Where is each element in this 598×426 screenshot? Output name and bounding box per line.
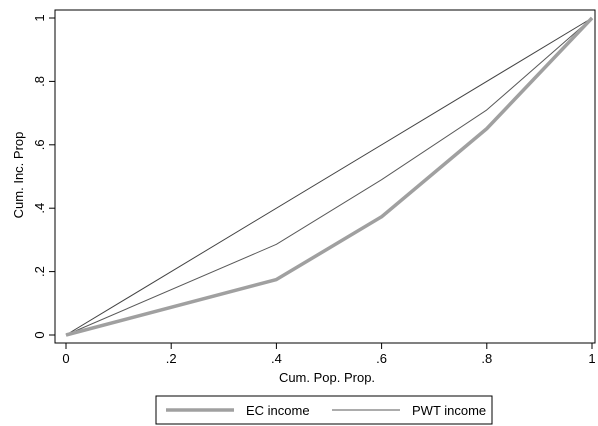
x-tick-label: .4 (271, 351, 282, 366)
x-tick-label: .6 (376, 351, 387, 366)
x-tick-label: .8 (481, 351, 492, 366)
x-axis-ticks: 0 .2 .4 .6 .8 1 (62, 343, 596, 366)
y-tick-label: 1 (32, 14, 47, 21)
legend-label-pwt-income: PWT income (412, 403, 486, 418)
y-tick-label: 0 (32, 331, 47, 338)
x-axis-title: Cum. Pop. Prop. (279, 370, 375, 385)
plot-frame (54, 9, 596, 344)
x-tick-label: 0 (62, 351, 69, 366)
series-lines (65, 16, 594, 337)
y-tick-label: .4 (32, 203, 47, 214)
y-axis-title: Cum. Inc. Prop (11, 132, 26, 219)
y-axis-ticks: 0 .2 .4 .6 .8 1 (32, 14, 55, 339)
equality-line (65, 17, 593, 336)
series-line-ec-income (65, 16, 594, 337)
y-tick-label: .6 (32, 139, 47, 150)
y-tick-label: .2 (32, 266, 47, 277)
legend: EC income PWT income (155, 395, 493, 425)
x-tick-label: 1 (588, 351, 595, 366)
y-tick-label: .8 (32, 76, 47, 87)
series-line-pwt-income (65, 17, 593, 336)
x-tick-label: .2 (166, 351, 177, 366)
legend-label-ec-income: EC income (246, 403, 310, 418)
